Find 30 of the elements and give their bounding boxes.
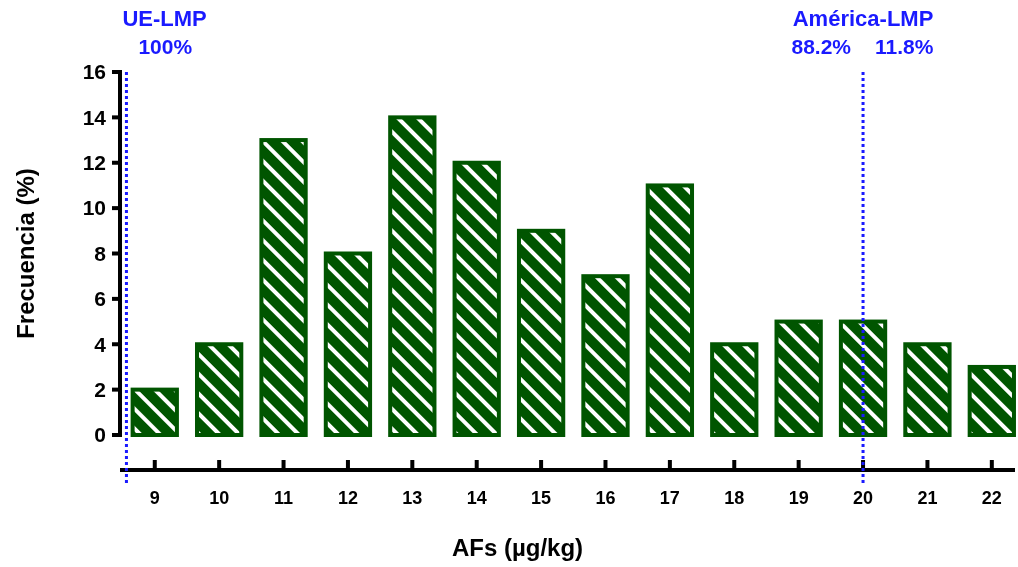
ref-line-label: UE-LMP <box>122 6 207 31</box>
x-tick-label: 20 <box>853 488 874 508</box>
y-tick-label: 6 <box>94 287 106 311</box>
x-tick-label: 10 <box>209 488 230 508</box>
x-tick-label: 16 <box>595 488 616 508</box>
y-tick-label: 14 <box>82 105 107 129</box>
x-tick-label: 13 <box>402 488 423 508</box>
x-tick-label: 14 <box>466 488 487 508</box>
x-tick-label: 17 <box>659 488 680 508</box>
y-tick-label: 16 <box>82 60 106 84</box>
x-tick-label: 11 <box>274 488 294 508</box>
x-axis-title: AFs (µg/kg) <box>451 534 584 561</box>
x-tick-label: 15 <box>531 488 552 508</box>
ref-line-label: América-LMP <box>792 6 934 31</box>
y-tick-label: 2 <box>94 377 106 401</box>
text: 100% <box>138 35 193 58</box>
x-tick-label: 9 <box>149 488 160 508</box>
x-tick-label: 18 <box>724 488 745 508</box>
y-tick-label: 0 <box>94 423 106 447</box>
x-tick-label: 12 <box>337 488 358 508</box>
text: 88.2% <box>791 35 852 58</box>
x-tick-label: 21 <box>917 488 938 508</box>
x-tick-label: 22 <box>981 488 1002 508</box>
x-tick-label: 19 <box>788 488 809 508</box>
text: 11.8% <box>875 35 934 58</box>
y-axis-title: Frecuencia (%) <box>12 168 39 339</box>
y-tick-label: 4 <box>94 332 107 356</box>
y-tick-label: 12 <box>82 151 106 175</box>
y-tick-label: 10 <box>82 196 106 220</box>
y-tick-label: 8 <box>94 241 107 265</box>
